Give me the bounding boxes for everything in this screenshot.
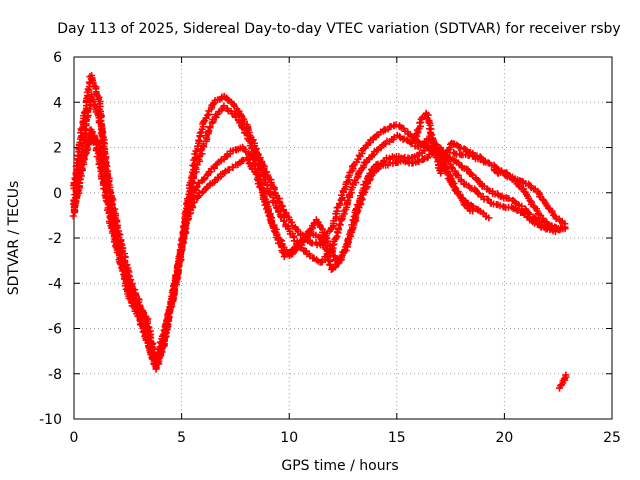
data-point <box>526 197 534 205</box>
chart-title: Day 113 of 2025, Sidereal Day-to-day VTE… <box>57 21 620 37</box>
y-tick-label: -10 <box>39 412 62 428</box>
data-point <box>369 151 377 159</box>
data-point <box>81 125 89 133</box>
data-point <box>313 256 321 264</box>
data-point <box>477 154 485 162</box>
plot-border <box>73 56 613 420</box>
data-point <box>160 326 168 334</box>
series-track-4 <box>70 134 477 364</box>
data-point <box>108 224 116 232</box>
x-axis-title: GPS time / hours <box>281 458 398 474</box>
data-point <box>173 271 181 279</box>
x-tick-label: 25 <box>603 430 621 446</box>
y-axis-title: SDTVAR / TECUs <box>6 181 22 296</box>
y-tick-label: 6 <box>53 50 62 66</box>
data-point <box>469 207 477 215</box>
data-point <box>95 160 103 168</box>
data-point <box>365 176 373 184</box>
data-point <box>206 123 214 131</box>
y-tick-label: -8 <box>48 367 62 383</box>
data-point <box>198 189 206 197</box>
data-point <box>476 153 484 161</box>
data-point <box>543 220 551 228</box>
data-point <box>456 144 464 152</box>
data-point <box>562 371 570 379</box>
data-point <box>373 146 381 154</box>
data-point <box>89 78 97 86</box>
data-point <box>424 111 432 119</box>
data-point <box>195 136 203 144</box>
y-tick-label: 4 <box>53 95 62 111</box>
data-point <box>551 224 559 232</box>
x-tick-label: 10 <box>280 430 298 446</box>
data-point <box>535 189 543 197</box>
data-point <box>425 118 433 126</box>
data-point <box>505 195 513 203</box>
data-point <box>474 189 482 197</box>
data-point <box>182 220 190 228</box>
data-point <box>307 225 315 233</box>
data-point <box>254 175 262 183</box>
data-point <box>353 174 361 182</box>
data-point <box>366 173 374 181</box>
data-point <box>336 199 344 207</box>
data-point <box>498 167 506 175</box>
data-point <box>276 236 284 244</box>
y-tick-label: 2 <box>53 141 62 157</box>
data-point <box>419 155 427 163</box>
data-point <box>335 220 343 228</box>
data-point <box>518 177 526 185</box>
y-tick-label: -4 <box>48 276 62 292</box>
data-point <box>178 243 186 251</box>
data-point <box>561 220 569 228</box>
data-point <box>277 213 285 221</box>
data-point <box>69 212 77 220</box>
y-tick-label: -2 <box>48 231 62 247</box>
x-tick-label: 0 <box>70 430 79 446</box>
data-point <box>83 146 91 154</box>
data-point <box>467 170 475 178</box>
data-point <box>396 132 404 140</box>
data-point <box>328 248 336 256</box>
data-point <box>280 217 288 225</box>
x-tick-label: 20 <box>495 430 513 446</box>
data-point <box>278 202 286 210</box>
data-point <box>545 204 553 212</box>
data-point <box>334 224 342 232</box>
data-point <box>183 219 191 227</box>
data-point <box>196 129 204 137</box>
data-point <box>437 165 445 173</box>
x-tick-label: 15 <box>388 430 406 446</box>
data-point <box>462 165 470 173</box>
series-track-7 <box>409 109 485 177</box>
data-point <box>273 231 281 239</box>
data-point <box>342 246 350 254</box>
series-track-8 <box>555 371 570 392</box>
data-point <box>321 229 329 237</box>
data-point <box>539 216 547 224</box>
data-point <box>485 214 493 222</box>
y-tick-label: 0 <box>53 186 62 202</box>
x-tick-label: 5 <box>177 430 186 446</box>
y-axis: -10 -8 -6 -4 -2 0 2 4 6 <box>39 50 612 428</box>
data-point <box>244 156 252 164</box>
y-tick-label: -6 <box>48 322 62 338</box>
data-point <box>203 111 211 119</box>
data-point <box>427 130 435 138</box>
data-point <box>88 137 96 145</box>
data-point <box>91 102 99 110</box>
data-point <box>361 188 369 196</box>
data-markers <box>69 71 570 392</box>
data-point <box>137 317 145 325</box>
data-point <box>515 182 523 190</box>
